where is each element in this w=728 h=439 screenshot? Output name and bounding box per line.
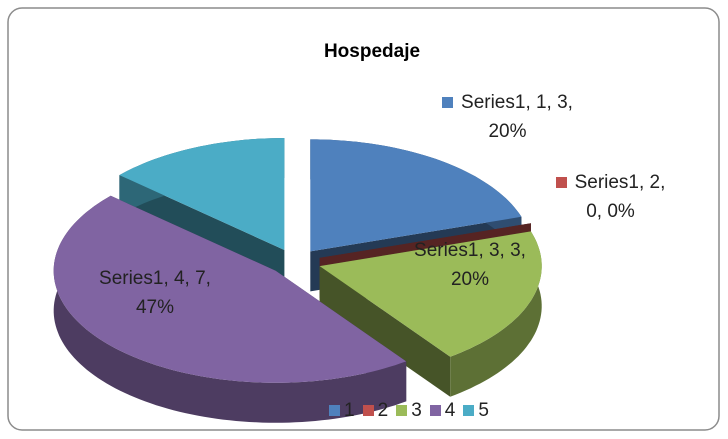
- legend-swatch: [396, 405, 408, 416]
- legend-label: 2: [377, 400, 389, 421]
- legend-item: 4: [429, 400, 456, 421]
- legend-swatch: [329, 405, 341, 416]
- slice-wall: [53, 195, 407, 423]
- chart-title: Hospedaje: [324, 41, 420, 62]
- legend-label: 3: [411, 400, 422, 421]
- legend-label: 5: [478, 400, 489, 421]
- pie-slice: [310, 139, 522, 252]
- pie-slice: [119, 138, 285, 250]
- legend-swatch: [362, 405, 374, 416]
- data-label-text: Series1, 2, 0, 0%: [574, 172, 666, 222]
- legend-item: 2: [362, 400, 389, 421]
- pie-slice: [53, 195, 407, 383]
- label-key: [442, 97, 454, 108]
- data-label: Series1, 3, 3, 20%: [400, 236, 540, 294]
- legend-item: 5: [463, 400, 489, 421]
- slice-wall: [450, 231, 542, 397]
- data-label: Series1, 1, 3, 20%: [440, 88, 575, 146]
- legend-item: 3: [396, 400, 422, 421]
- data-label: Series1, 4, 7, 47%: [85, 264, 225, 322]
- pie-slice: [319, 231, 542, 357]
- legend-item: 1: [329, 400, 355, 421]
- legend-swatch: [463, 405, 475, 416]
- data-label-text: Series1, 4, 7, 47%: [99, 268, 211, 318]
- legend-swatch: [429, 405, 441, 416]
- legend-label: 4: [444, 400, 456, 421]
- slice-side: [319, 266, 451, 397]
- legend: 1 2 3 4 5: [0, 400, 728, 422]
- data-label: Series1, 2, 0, 0%: [548, 168, 673, 226]
- label-key: [555, 177, 567, 188]
- data-label-text: Series1, 3, 3, 20%: [414, 240, 526, 290]
- data-label-text: Series1, 1, 3, 20%: [461, 92, 573, 142]
- legend-label: 1: [344, 400, 355, 421]
